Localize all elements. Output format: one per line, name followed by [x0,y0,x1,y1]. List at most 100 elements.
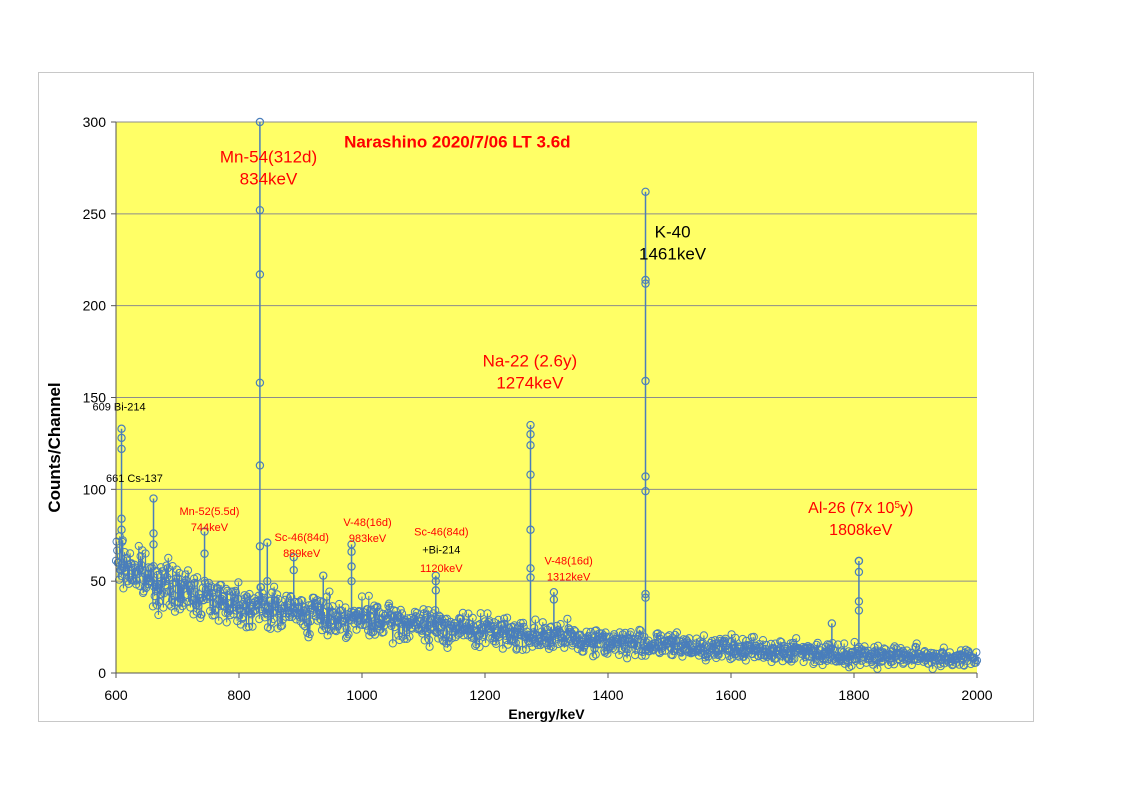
data-point [372,603,381,612]
data-point [137,560,146,569]
data-point [163,564,172,573]
peak-point [549,595,559,604]
annotation-suffix: y) [900,500,913,517]
peak-point [263,576,272,586]
data-point [244,622,253,631]
annotation-line: Sc-46(84d) [414,526,468,538]
annotation-al26: Al-26 (7x 105y) 1808keV [808,500,913,539]
data-point [185,585,194,594]
data-point [118,536,127,545]
annotation-line: 889keV [283,548,321,560]
peak-point [319,571,328,580]
data-point [420,636,429,645]
peak-point [200,527,209,536]
data-point [136,552,145,561]
data-point [192,607,201,616]
peak-point [347,547,356,556]
data-point [342,624,351,633]
data-point [370,630,379,639]
data-point [210,605,220,615]
data-point [635,631,645,640]
peak-point [526,525,535,534]
data-point [385,599,394,608]
peak-point [149,529,158,538]
x-tick-label: 1800 [838,687,869,703]
annotation-line: 1461keV [639,245,707,264]
x-axis-label: Energy/keV [508,706,585,722]
annotation-e1120: 1120keV [420,563,463,575]
data-point [586,627,595,636]
annotation-line: 1808keV [829,522,892,539]
data-point [589,652,598,661]
annotation-line: 1274keV [496,373,564,392]
annotation-line: Al-26 (7x 10 [808,500,894,517]
data-point [668,651,677,660]
data-point [245,589,254,599]
data-point [217,580,226,590]
peak-point [854,597,864,606]
annotation-line: 834keV [240,169,298,188]
data-point [282,600,292,609]
data-point [222,618,231,627]
y-tick-label: 150 [83,390,107,406]
data-point [907,660,916,670]
data-point [813,638,822,647]
data-point [458,608,467,618]
peak-point [347,562,356,571]
annotation-superscript: 5 [894,500,900,511]
data-point [474,632,483,641]
data-point [121,566,130,575]
data-point [372,621,381,630]
peak-point [255,378,265,388]
x-tick-label: 1000 [346,687,377,703]
data-point [154,610,163,620]
data-point [972,656,982,665]
annotation-mn54: Mn-54(312d) 834keV [220,147,317,188]
data-point [639,638,648,647]
peak-point [255,461,265,470]
data-point [305,630,314,639]
peak-point [854,556,864,566]
peak-point [526,420,535,430]
data-point [533,640,542,650]
data-point [519,618,528,627]
data-point [135,564,145,573]
data-point [341,603,350,612]
peak-point [117,444,126,454]
peak-point [289,553,298,562]
data-point [367,613,376,622]
data-point [257,583,266,592]
data-point [142,574,151,583]
data-point [826,644,835,653]
data-point [481,639,490,648]
data-point [373,602,382,611]
annotation-line: V-48(16d) [343,517,391,529]
peak-point [117,424,126,433]
data-point [165,600,174,609]
data-point [267,617,276,626]
data-point [151,580,160,589]
data-point [197,610,206,619]
data-point [321,616,330,625]
peak-point [347,576,356,586]
data-point [699,631,709,640]
data-point [590,644,599,653]
data-point [269,615,278,624]
data-point [845,663,854,672]
peak-point [431,586,440,595]
data-point [563,614,572,623]
data-point [183,566,193,575]
data-point [235,601,244,610]
data-point [270,582,279,591]
data-point [206,606,215,616]
data-point [475,642,484,652]
data-point [186,603,195,612]
annotation-cs137: 661 Cs-137 [106,473,163,485]
data-point [161,581,170,590]
spectrum-chart: Narashino 2020/7/06 LT 3.6d Mn-54(312d) 83… [45,114,993,722]
data-point [194,602,203,611]
peak-point [263,538,272,547]
axes: 0 50 100 150 200 250 300 600 800 1000 1200 1400 1600… [83,114,993,703]
data-point [710,636,720,645]
annotation-v48-983: V-48(16d) 983keV [343,517,391,545]
